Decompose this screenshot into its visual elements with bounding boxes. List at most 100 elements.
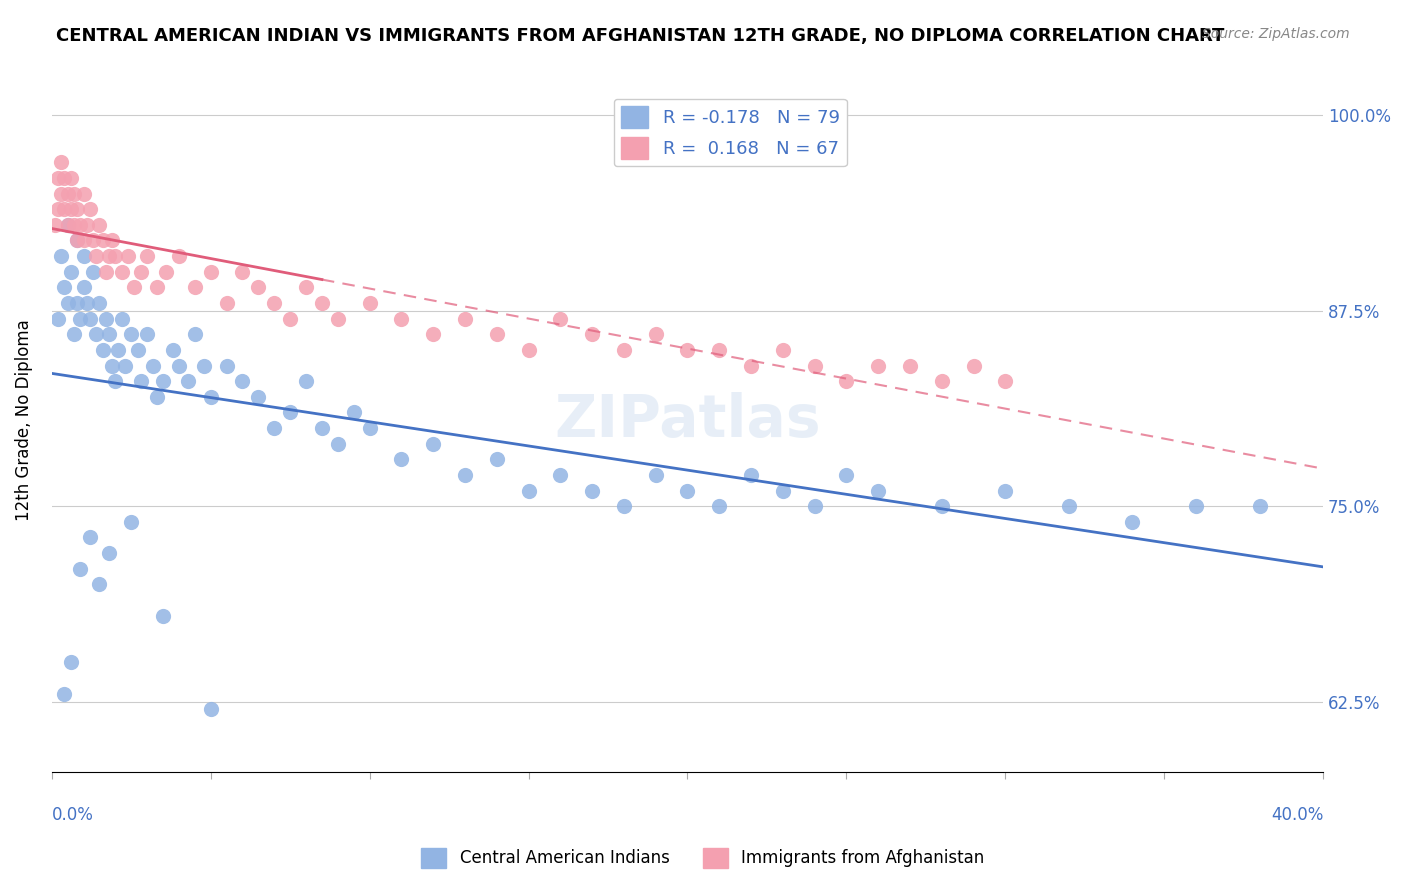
- Point: [278, 405, 301, 419]
- Point: [550, 467, 572, 482]
- Point: [56, 218, 79, 232]
- Point: [184, 327, 207, 342]
- Point: [79, 202, 101, 217]
- Point: [46, 170, 69, 185]
- Point: [59, 656, 82, 670]
- Point: [1249, 499, 1271, 513]
- Point: [709, 499, 731, 513]
- Point: [263, 296, 285, 310]
- Point: [231, 374, 253, 388]
- Point: [107, 343, 129, 357]
- Y-axis label: 12th Grade, No Diploma: 12th Grade, No Diploma: [15, 319, 32, 521]
- Point: [740, 467, 762, 482]
- Text: 40.0%: 40.0%: [1271, 806, 1323, 824]
- Point: [129, 265, 152, 279]
- Point: [994, 374, 1017, 388]
- Point: [89, 218, 111, 232]
- Point: [644, 327, 666, 342]
- Point: [79, 531, 101, 545]
- Legend: Central American Indians, Immigrants from Afghanistan: Central American Indians, Immigrants fro…: [415, 841, 991, 875]
- Point: [868, 359, 890, 373]
- Point: [129, 374, 152, 388]
- Point: [72, 234, 94, 248]
- Point: [59, 265, 82, 279]
- Point: [247, 390, 270, 404]
- Point: [56, 296, 79, 310]
- Point: [59, 202, 82, 217]
- Point: [835, 374, 858, 388]
- Point: [91, 343, 114, 357]
- Point: [101, 359, 124, 373]
- Point: [517, 343, 540, 357]
- Point: [97, 249, 120, 263]
- Point: [91, 234, 114, 248]
- Point: [69, 562, 91, 576]
- Text: 0.0%: 0.0%: [52, 806, 94, 824]
- Point: [295, 374, 318, 388]
- Point: [1185, 499, 1208, 513]
- Point: [193, 359, 215, 373]
- Point: [94, 311, 117, 326]
- Point: [111, 265, 134, 279]
- Point: [517, 483, 540, 498]
- Point: [56, 218, 79, 232]
- Point: [740, 359, 762, 373]
- Point: [389, 311, 412, 326]
- Point: [1057, 499, 1080, 513]
- Point: [454, 467, 477, 482]
- Point: [84, 249, 107, 263]
- Point: [44, 218, 66, 232]
- Point: [485, 327, 508, 342]
- Point: [101, 234, 124, 248]
- Point: [111, 311, 134, 326]
- Point: [84, 327, 107, 342]
- Point: [142, 359, 165, 373]
- Point: [772, 483, 794, 498]
- Point: [63, 327, 86, 342]
- Point: [167, 359, 190, 373]
- Point: [215, 296, 238, 310]
- Point: [772, 343, 794, 357]
- Point: [676, 343, 699, 357]
- Point: [63, 186, 86, 201]
- Point: [114, 359, 136, 373]
- Point: [613, 499, 636, 513]
- Text: Source: ZipAtlas.com: Source: ZipAtlas.com: [1202, 27, 1350, 41]
- Point: [359, 421, 381, 435]
- Point: [550, 311, 572, 326]
- Point: [51, 186, 73, 201]
- Point: [200, 702, 222, 716]
- Legend: R = -0.178   N = 79, R =  0.168   N = 67: R = -0.178 N = 79, R = 0.168 N = 67: [614, 99, 846, 166]
- Point: [136, 249, 159, 263]
- Point: [167, 249, 190, 263]
- Point: [994, 483, 1017, 498]
- Point: [931, 499, 953, 513]
- Point: [124, 280, 146, 294]
- Point: [184, 280, 207, 294]
- Point: [97, 546, 120, 560]
- Point: [613, 343, 636, 357]
- Point: [485, 452, 508, 467]
- Point: [295, 280, 318, 294]
- Point: [76, 296, 98, 310]
- Point: [136, 327, 159, 342]
- Point: [72, 280, 94, 294]
- Point: [72, 186, 94, 201]
- Point: [177, 374, 200, 388]
- Point: [835, 467, 858, 482]
- Point: [51, 249, 73, 263]
- Point: [263, 421, 285, 435]
- Point: [89, 296, 111, 310]
- Point: [581, 327, 603, 342]
- Point: [359, 296, 381, 310]
- Text: ZIPatlas: ZIPatlas: [554, 392, 821, 449]
- Point: [63, 218, 86, 232]
- Point: [82, 265, 104, 279]
- Point: [868, 483, 890, 498]
- Point: [66, 296, 89, 310]
- Text: CENTRAL AMERICAN INDIAN VS IMMIGRANTS FROM AFGHANISTAN 12TH GRADE, NO DIPLOMA CO: CENTRAL AMERICAN INDIAN VS IMMIGRANTS FR…: [56, 27, 1225, 45]
- Point: [803, 499, 825, 513]
- Point: [59, 170, 82, 185]
- Point: [120, 515, 142, 529]
- Point: [247, 280, 270, 294]
